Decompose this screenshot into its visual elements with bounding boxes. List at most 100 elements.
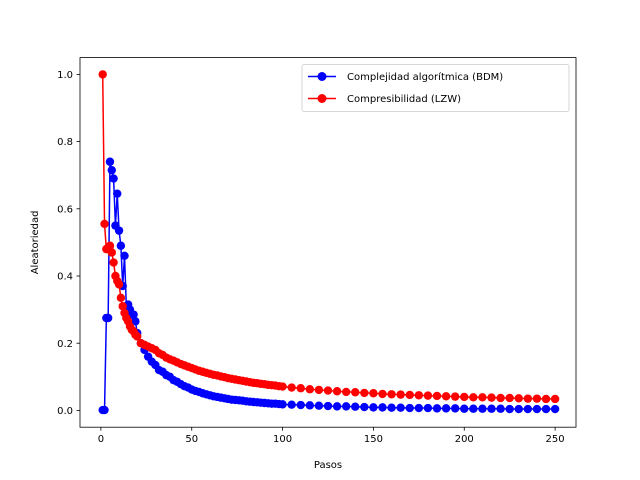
data-point bbox=[550, 394, 560, 404]
data-point bbox=[541, 404, 551, 414]
data-point bbox=[278, 400, 287, 409]
data-point bbox=[341, 402, 351, 411]
data-point bbox=[450, 404, 460, 413]
data-point bbox=[105, 241, 115, 250]
y-tick-label: 1.0 bbox=[57, 70, 73, 81]
data-point bbox=[532, 404, 542, 414]
data-point bbox=[314, 385, 324, 395]
data-point bbox=[287, 383, 296, 392]
data-point bbox=[323, 401, 333, 411]
data-point bbox=[432, 404, 442, 413]
data-point bbox=[532, 394, 542, 403]
data-point bbox=[113, 189, 122, 198]
y-axis-ticks: 0.0 0.2 0.4 0.6 0.8 1.0 bbox=[57, 70, 80, 417]
data-point bbox=[116, 293, 126, 303]
data-point bbox=[296, 384, 305, 393]
data-point bbox=[396, 403, 405, 412]
data-point bbox=[360, 402, 369, 412]
data-point bbox=[423, 403, 433, 413]
data-point bbox=[314, 401, 324, 410]
data-point bbox=[109, 258, 118, 267]
data-point bbox=[414, 403, 424, 413]
data-point bbox=[478, 393, 487, 402]
data-point bbox=[396, 390, 405, 399]
data-point bbox=[487, 404, 496, 413]
data-point bbox=[360, 388, 369, 398]
x-tick-label: 100 bbox=[273, 434, 292, 445]
data-point bbox=[496, 393, 505, 403]
data-point bbox=[109, 174, 118, 183]
data-point bbox=[523, 394, 533, 403]
x-tick-label: 200 bbox=[455, 434, 474, 445]
data-point bbox=[305, 401, 315, 410]
data-point bbox=[351, 402, 360, 411]
data-point bbox=[107, 165, 116, 175]
data-point bbox=[278, 382, 287, 391]
legend: Complejidad algorítmica (BDM) Compresibi… bbox=[301, 64, 570, 112]
legend-label-lzw: Compresibilidad (LZW) bbox=[347, 94, 461, 105]
data-point bbox=[116, 241, 126, 250]
data-point bbox=[100, 405, 109, 415]
data-point bbox=[550, 404, 560, 414]
data-point bbox=[323, 386, 333, 395]
data-point bbox=[432, 391, 442, 401]
y-tick-label: 0.0 bbox=[57, 406, 73, 417]
data-point bbox=[460, 404, 469, 413]
data-point bbox=[450, 392, 460, 401]
data-point bbox=[496, 404, 505, 413]
data-point bbox=[523, 404, 533, 414]
legend-marker-bdm bbox=[317, 72, 327, 81]
legend-entry-lzw: Compresibilidad (LZW) bbox=[308, 94, 461, 105]
data-point bbox=[514, 404, 523, 414]
data-point bbox=[369, 403, 378, 412]
legend-marker-lzw bbox=[317, 94, 327, 103]
data-point bbox=[405, 390, 414, 400]
data-point bbox=[441, 404, 451, 413]
data-point bbox=[378, 389, 387, 399]
data-point bbox=[405, 403, 414, 413]
data-point bbox=[469, 393, 478, 402]
data-point bbox=[114, 280, 124, 289]
data-point bbox=[305, 385, 315, 394]
data-point bbox=[423, 391, 433, 400]
x-axis-label: Pasos bbox=[314, 460, 342, 471]
data-point bbox=[332, 402, 342, 411]
data-point bbox=[103, 313, 113, 323]
data-point bbox=[120, 251, 129, 261]
data-point bbox=[129, 310, 138, 319]
data-point bbox=[387, 390, 396, 399]
data-point bbox=[98, 70, 107, 79]
data-point bbox=[378, 403, 387, 412]
y-axis-label: Aleatoriedad bbox=[30, 210, 41, 274]
series-layer bbox=[98, 70, 560, 415]
data-point bbox=[341, 387, 351, 397]
data-point bbox=[332, 387, 342, 396]
data-point bbox=[387, 403, 396, 412]
x-axis-ticks: 0 50 100 150 200 250 bbox=[98, 427, 565, 445]
data-point bbox=[100, 219, 109, 229]
data-point bbox=[296, 400, 305, 410]
y-tick-label: 0.8 bbox=[57, 137, 73, 148]
data-point bbox=[505, 404, 514, 414]
legend-entry-bdm: Complejidad algorítmica (BDM) bbox=[308, 71, 503, 83]
data-point bbox=[287, 400, 296, 409]
data-point bbox=[114, 226, 124, 235]
data-point bbox=[131, 317, 140, 326]
data-point bbox=[478, 404, 487, 413]
data-point bbox=[541, 394, 551, 404]
data-point bbox=[351, 388, 360, 397]
x-tick-label: 150 bbox=[364, 434, 383, 445]
axes-frame bbox=[79, 57, 577, 428]
y-tick-label: 0.4 bbox=[57, 272, 73, 283]
data-point bbox=[441, 392, 451, 401]
legend-box bbox=[301, 64, 570, 112]
x-tick-label: 0 bbox=[98, 434, 104, 445]
data-point bbox=[414, 391, 424, 400]
x-tick-label: 250 bbox=[546, 434, 565, 445]
data-point bbox=[133, 332, 142, 341]
series-lzw bbox=[98, 70, 560, 404]
data-point bbox=[107, 248, 116, 257]
x-tick-label: 50 bbox=[185, 434, 198, 445]
legend-label-bdm: Complejidad algorítmica (BDM) bbox=[347, 71, 503, 83]
